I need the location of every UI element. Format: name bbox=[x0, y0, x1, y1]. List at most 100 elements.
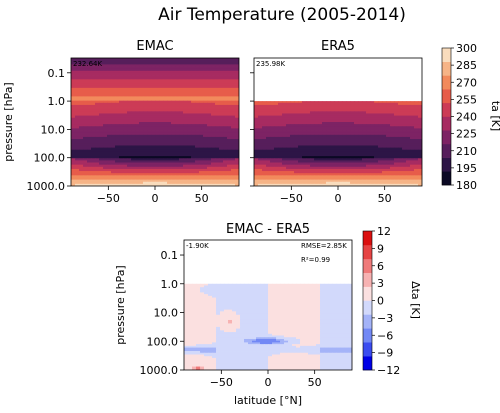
emac-cell bbox=[223, 171, 228, 174]
diff-cell bbox=[224, 299, 229, 302]
diff-cell bbox=[236, 288, 241, 292]
emac-cell bbox=[115, 60, 120, 63]
era5-cell bbox=[330, 151, 335, 155]
emac-cell bbox=[159, 149, 164, 153]
emac-cell bbox=[103, 158, 108, 161]
era5-cell bbox=[270, 126, 275, 129]
emac-cell bbox=[79, 70, 84, 74]
era5-cell bbox=[278, 162, 283, 166]
era5-cell bbox=[330, 177, 335, 180]
era5-cell bbox=[354, 107, 359, 110]
era5-cell bbox=[346, 128, 351, 131]
emac-cell bbox=[111, 75, 116, 78]
emac-cell bbox=[95, 92, 100, 95]
diff-cell bbox=[276, 311, 281, 314]
emac-cell bbox=[99, 115, 104, 119]
emac-cell bbox=[191, 77, 196, 80]
emac-cell bbox=[175, 113, 180, 116]
emac-cell bbox=[139, 179, 144, 183]
colorbar-band bbox=[442, 102, 451, 117]
diff-cell bbox=[220, 304, 225, 307]
emac-cell bbox=[223, 156, 228, 159]
emac-cell bbox=[115, 136, 120, 140]
emac-cell bbox=[75, 66, 80, 70]
emac-cell bbox=[83, 175, 88, 178]
era5-cell bbox=[338, 107, 343, 110]
emac-cell bbox=[231, 92, 236, 95]
emac-cell bbox=[79, 107, 84, 110]
emac-cell bbox=[223, 87, 228, 91]
emac-cell bbox=[207, 115, 212, 119]
era5-cell bbox=[398, 101, 403, 104]
era5-cell bbox=[298, 179, 303, 183]
emac-cell bbox=[183, 151, 188, 155]
emac-cell bbox=[183, 134, 188, 138]
era5-cell bbox=[406, 175, 411, 178]
emac-cell bbox=[175, 87, 180, 91]
emac-cell bbox=[175, 58, 180, 61]
era5-cell bbox=[350, 158, 355, 161]
era5-cell bbox=[266, 122, 271, 125]
era5-cell bbox=[290, 134, 295, 138]
era5-cell bbox=[254, 171, 259, 174]
emac-cell bbox=[183, 168, 188, 172]
era5-cell bbox=[386, 104, 391, 108]
emac-cell bbox=[191, 168, 196, 172]
emac-cell bbox=[131, 79, 136, 82]
colorbar-tick-label: 300 bbox=[456, 42, 477, 55]
era5-cell bbox=[310, 141, 315, 144]
emac-cell bbox=[95, 173, 100, 176]
emac-cell bbox=[155, 81, 160, 84]
emac-cell bbox=[215, 64, 220, 67]
emac-cell bbox=[203, 83, 208, 87]
emac-cell bbox=[103, 113, 108, 116]
emac-cell bbox=[99, 173, 104, 176]
diff-cell bbox=[260, 283, 265, 286]
emac-cell bbox=[199, 124, 204, 127]
era5-cell bbox=[378, 154, 383, 157]
emac-cell bbox=[127, 179, 132, 183]
emac-cell bbox=[199, 122, 204, 125]
era5-cell bbox=[314, 119, 319, 123]
emac-cell bbox=[207, 156, 212, 159]
diff-cell bbox=[200, 283, 205, 286]
emac-cell bbox=[123, 171, 128, 174]
emac-cell bbox=[91, 92, 96, 95]
emac-cell bbox=[215, 115, 220, 119]
emac-cell bbox=[167, 179, 172, 183]
emac-cell bbox=[207, 151, 212, 155]
era5-cell bbox=[334, 173, 339, 176]
emac-cell bbox=[83, 151, 88, 155]
era5-cell bbox=[306, 115, 311, 119]
diff-cell bbox=[340, 288, 345, 292]
colorbar-band bbox=[442, 75, 451, 90]
emac-cell bbox=[179, 156, 184, 159]
diff-cell bbox=[232, 283, 237, 286]
emac-cell bbox=[155, 109, 160, 112]
era5-cell bbox=[406, 130, 411, 134]
era5-cell bbox=[282, 173, 287, 176]
emac-cell bbox=[191, 115, 196, 119]
emac-cell bbox=[187, 143, 192, 146]
diff-cell bbox=[304, 283, 309, 286]
emac-cell bbox=[211, 79, 216, 82]
era5-cell bbox=[298, 168, 303, 172]
emac-cell bbox=[135, 134, 140, 138]
emac-cell bbox=[223, 149, 228, 153]
emac-cell bbox=[135, 90, 140, 93]
emac-cell bbox=[231, 132, 236, 136]
emac-cell bbox=[111, 168, 116, 172]
emac-cell bbox=[71, 130, 76, 134]
era5-cell bbox=[390, 111, 395, 114]
era5-cell bbox=[370, 134, 375, 138]
emac-cell bbox=[91, 68, 96, 72]
emac-cell bbox=[79, 111, 84, 114]
era5-cell bbox=[390, 141, 395, 144]
era5-cell bbox=[406, 128, 411, 131]
emac-cell bbox=[203, 79, 208, 82]
emac-cell bbox=[103, 79, 108, 82]
emac-cell bbox=[199, 128, 204, 131]
emac-cell bbox=[95, 109, 100, 112]
era5-cell bbox=[398, 164, 403, 168]
diff-cell bbox=[328, 292, 333, 295]
